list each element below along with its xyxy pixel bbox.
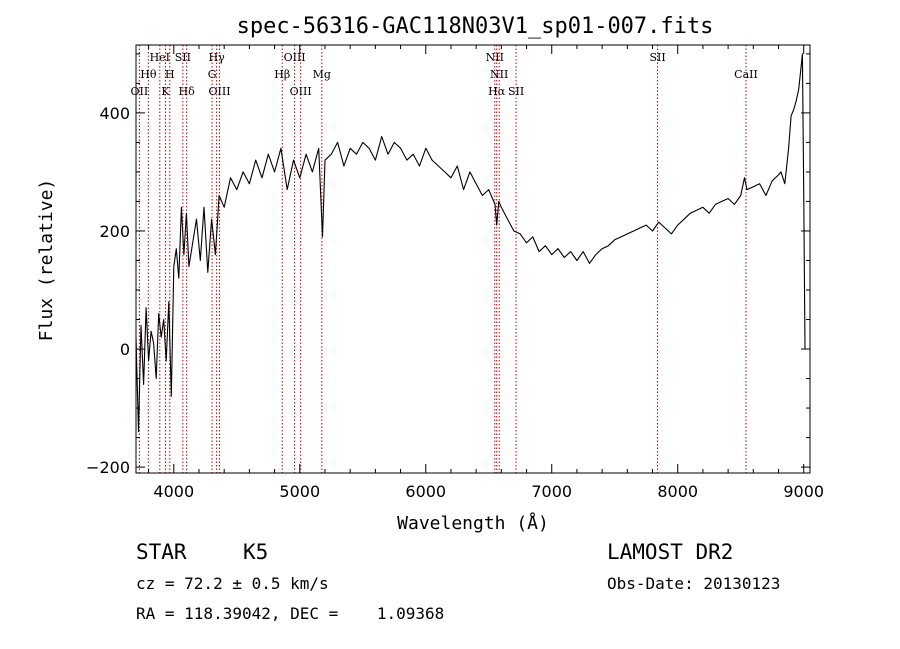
marker-label: NII [486,51,504,64]
marker-label: CaII [734,68,758,81]
x-tick-label: 6000 [405,482,446,501]
x-tick-label: 7000 [531,482,572,501]
y-tick-label: 0 [120,340,130,359]
y-axis: −200 0 200 400 [86,53,810,477]
marker-label: OIII [208,85,230,98]
marker-label: NII [490,68,508,81]
spectrum-line [135,53,806,433]
marker-label: Hθ [140,68,157,81]
marker-label: Hγ [209,51,226,64]
chart-title: spec-56316-GAC118N03V1_sp01-007.fits [237,14,714,39]
x-tick-label: 8000 [657,482,698,501]
y-axis-label: Flux (relative) [36,179,57,342]
marker-label: H [165,68,175,81]
obs-date: Obs-Date: 20130123 [607,574,781,593]
redshift-line: cz = 72.2 ± 0.5 km/s [136,574,329,593]
marker-label: Hδ [179,85,196,98]
marker-label: HeI [150,51,170,64]
survey-name: LAMOST DR2 [607,540,734,564]
x-axis-label: Wavelength (Å) [397,512,549,534]
x-axis: 4000 5000 6000 7000 8000 9000 [148,45,824,501]
marker-label: SII [175,51,191,64]
marker-label: OII [131,85,149,98]
marker-label: Hα [488,85,506,98]
marker-label: OIII [290,85,312,98]
y-tick-label: 400 [99,104,130,123]
marker-label: OIII [284,51,306,64]
marker-label: Mg [313,68,331,81]
marker-label: Hβ [274,68,290,81]
marker-label: SII [649,51,665,64]
x-tick-label: 5000 [279,482,320,501]
marker-label: G [208,68,217,81]
x-tick-label: 9000 [783,482,824,501]
plot-frame [135,44,811,474]
line-markers: OIIHθHeIKHSIIHδGHγOIIIHβOIIIOIIIMgNIIHαN… [131,45,758,473]
series-layer [135,53,806,433]
object-class: STAR [136,540,187,564]
object-subclass: K5 [243,540,269,564]
coordinates-line: RA = 118.39042, DEC = 1.09368 [136,604,445,623]
y-tick-label: −200 [86,458,130,477]
y-tick-label: 200 [99,222,130,241]
marker-label: SII [508,85,524,98]
marker-label: K [161,85,170,98]
x-tick-label: 4000 [153,482,194,501]
